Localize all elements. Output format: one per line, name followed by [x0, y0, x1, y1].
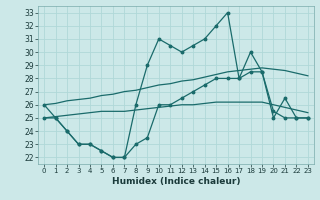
- X-axis label: Humidex (Indice chaleur): Humidex (Indice chaleur): [112, 177, 240, 186]
